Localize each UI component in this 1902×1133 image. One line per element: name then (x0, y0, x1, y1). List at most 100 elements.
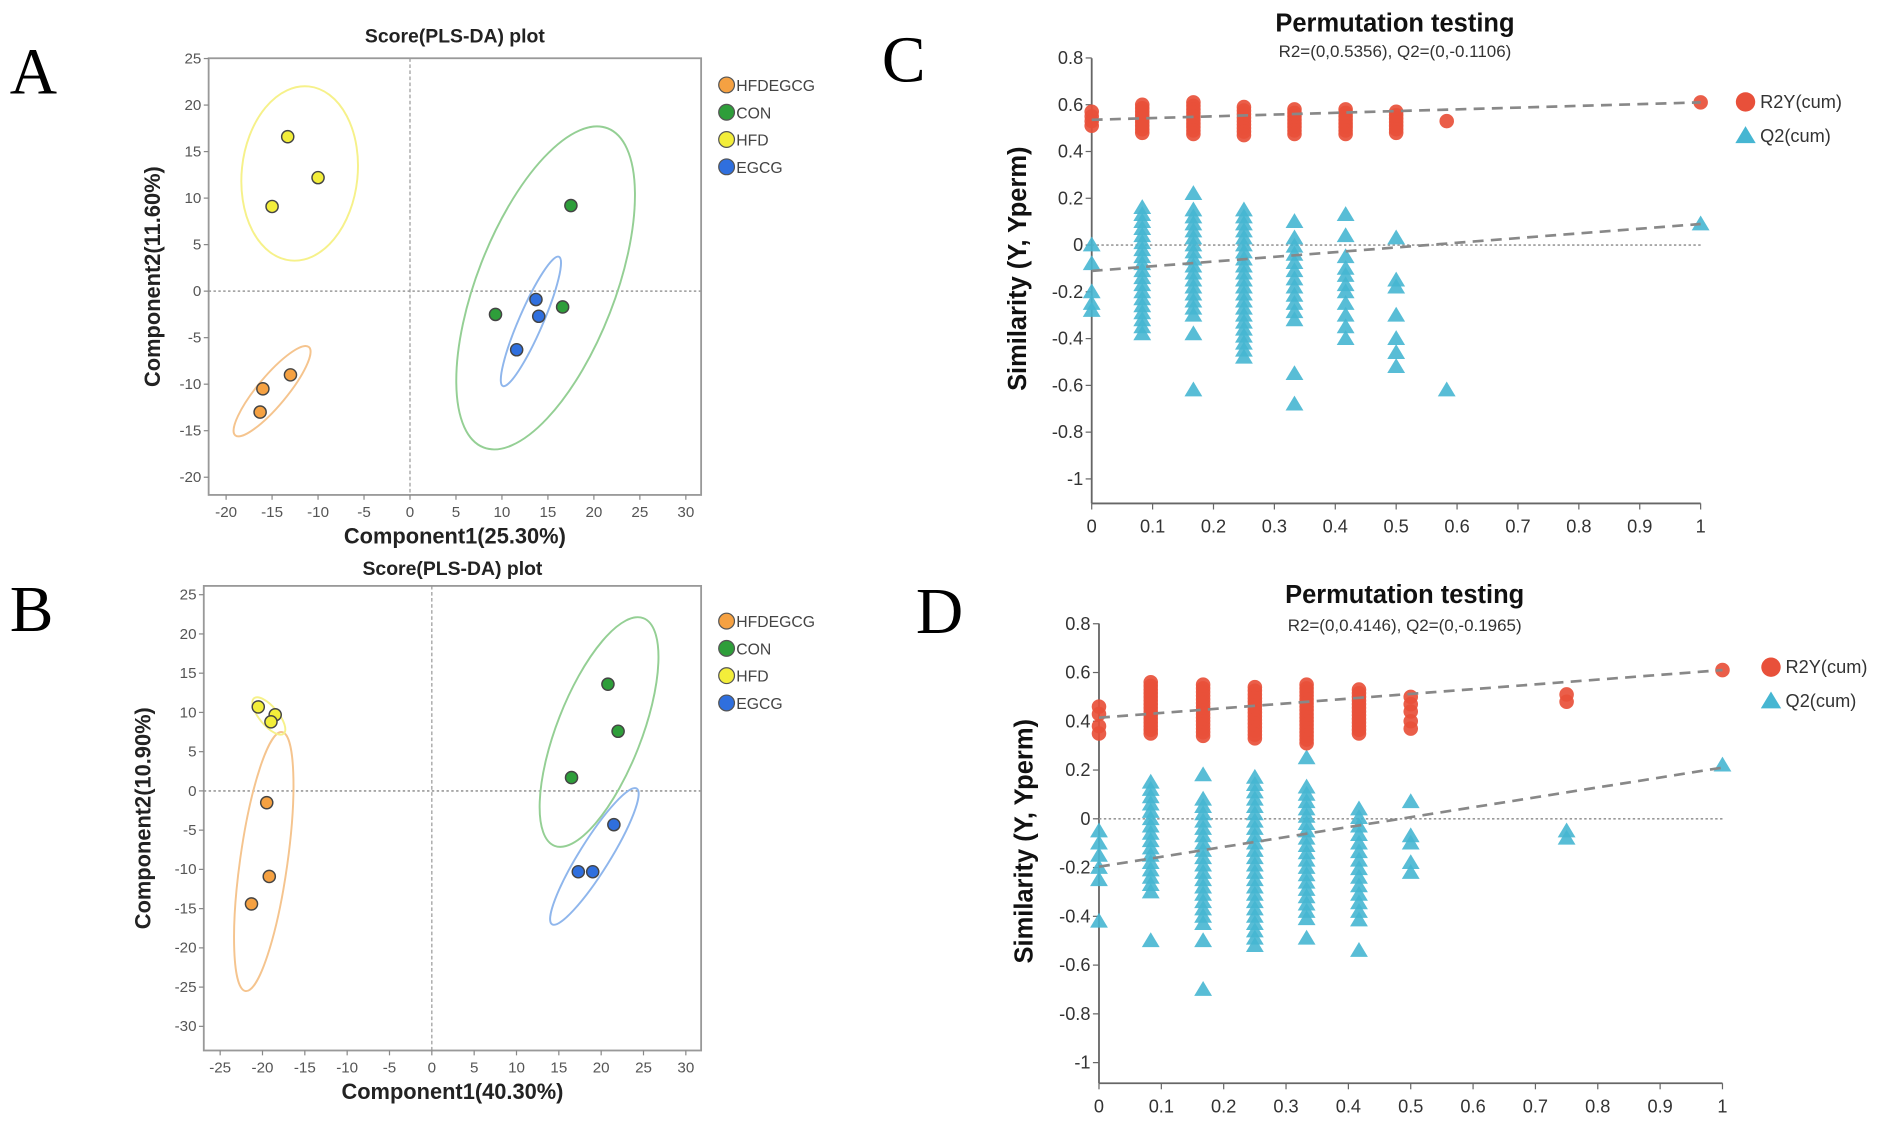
x-axis-label: Component1(40.30%) (341, 1079, 563, 1104)
y-tick-label: -0.4 (1052, 329, 1083, 349)
q2-point (1387, 330, 1406, 345)
q2-point (1285, 278, 1304, 294)
x-tick-label: 0.6 (1460, 1096, 1485, 1116)
x-tick-label: -20 (252, 1059, 274, 1076)
y-tick-label: -5 (183, 822, 196, 839)
q2-point (1350, 911, 1368, 927)
data-point-con (555, 300, 570, 314)
q2-point (1336, 295, 1355, 310)
data-point-con (611, 724, 625, 739)
q2-point (1350, 851, 1368, 867)
q2-point (1350, 941, 1368, 957)
data-point-hfdegcg (283, 368, 298, 382)
panel-label-d: D (916, 576, 963, 648)
legend-marker-egcg (718, 694, 736, 712)
x-tick-label: 0 (1087, 517, 1097, 537)
q2-point (1184, 185, 1203, 200)
y-tick-label: 0 (1080, 809, 1090, 829)
r2-point (1351, 726, 1367, 741)
y-tick-label: -20 (175, 940, 197, 957)
r2-point (1134, 125, 1150, 141)
r2-point (1693, 95, 1708, 110)
x-tick-label: 0.1 (1149, 1096, 1174, 1116)
y-tick-label: 10 (180, 704, 197, 721)
q2-point (1184, 306, 1203, 322)
x-tick-label: 15 (539, 504, 556, 521)
x-tick-label: 0.3 (1262, 517, 1287, 537)
r2-point (1388, 125, 1404, 141)
q2-point (1350, 885, 1368, 901)
x-tick-label: 0.4 (1323, 517, 1348, 537)
data-point-hfdegcg (259, 795, 274, 810)
q2-point (1336, 266, 1355, 282)
q2-point (1090, 912, 1108, 928)
q2-point (1557, 829, 1576, 845)
legend-label: HFD (736, 669, 768, 686)
q2-point (1090, 846, 1108, 862)
x-tick-label: 0.7 (1523, 1096, 1548, 1116)
q2-point (1387, 306, 1406, 322)
y-tick-label: -1 (1074, 1053, 1090, 1073)
data-point-hfdegcg (256, 382, 270, 396)
q2-point (1350, 826, 1368, 842)
q2-point (1285, 262, 1304, 278)
y-tick-label: -0.2 (1059, 858, 1090, 878)
panel-label-a: A (10, 36, 57, 108)
q2-point (1082, 255, 1101, 271)
q2-point (1387, 278, 1406, 294)
y-tick-label: 0.8 (1065, 614, 1090, 634)
plot-frame (207, 57, 703, 496)
score-plot-a: -20 -15 -10 -5 0 5 10 15 20 25 30 25 20 15 10 5 0 -5 -10 -1… (140, 25, 815, 548)
x-tick-label: 5 (452, 504, 460, 521)
legend-label: EGCG (736, 696, 782, 713)
y-tick-label: -0.6 (1059, 955, 1090, 975)
data-point-hfdegcg (262, 869, 277, 884)
score-plot-b: -25 -20 -15 -10 -5 0 5 10 15 20 25 30 25 20 15 10 5 0 -5 -1… (130, 558, 815, 1104)
q2-point (1090, 871, 1108, 887)
q2-point (1297, 749, 1316, 765)
r2-point (1084, 118, 1099, 134)
x-tick-label: 5 (470, 1059, 478, 1076)
y-tick-label: 5 (193, 236, 201, 253)
x-tick-label: 1 (1717, 1096, 1727, 1116)
legend-marker-hfdegcg (718, 612, 736, 630)
chart-title: Permutation testing (1285, 581, 1524, 609)
y-tick-label: 20 (185, 97, 202, 114)
y-axis-label: Component2(11.60%) (140, 166, 165, 387)
q2-point (1350, 860, 1368, 876)
q2-point (1285, 237, 1304, 253)
y-tick-label: -0.8 (1059, 1004, 1090, 1024)
q2-point (1297, 929, 1316, 945)
q2-point (1350, 868, 1368, 884)
confidence-ellipse-egcg (499, 255, 562, 388)
chart-subtitle: R2=(0,0.5356), Q2=(0,-0.1106) (1279, 42, 1512, 61)
data-point-hfdegcg (244, 897, 259, 911)
q2-point (1401, 793, 1420, 809)
q2-point (1141, 932, 1160, 948)
y-tick-label: -20 (179, 469, 201, 486)
x-tick-label: 0.2 (1211, 1096, 1236, 1116)
q2-point (1350, 834, 1368, 850)
y-tick-label: 5 (188, 744, 196, 761)
q2-point (1401, 834, 1420, 850)
x-tick-label: -15 (261, 504, 283, 521)
q2-point (1387, 229, 1406, 245)
y-tick-label: -0.2 (1052, 282, 1083, 302)
r2-point (1287, 126, 1302, 142)
data-point-con (564, 770, 579, 785)
y-tick-label: -0.4 (1059, 906, 1090, 926)
r2-point (1338, 126, 1353, 142)
q2-point (1285, 270, 1304, 286)
data-point-hfd (251, 700, 266, 714)
x-tick-label: 0.8 (1566, 517, 1591, 537)
q2-point (1297, 910, 1316, 926)
q2-point (1401, 854, 1420, 870)
x-tick-label: 10 (494, 504, 511, 521)
y-tick-label: -0.6 (1052, 375, 1083, 395)
x-tick-label: 20 (585, 504, 602, 521)
x-tick-label: 10 (508, 1059, 525, 1076)
data-point-egcg (529, 292, 543, 307)
legend-label-q2: Q2(cum) (1786, 691, 1857, 711)
q2-point (1194, 766, 1213, 782)
